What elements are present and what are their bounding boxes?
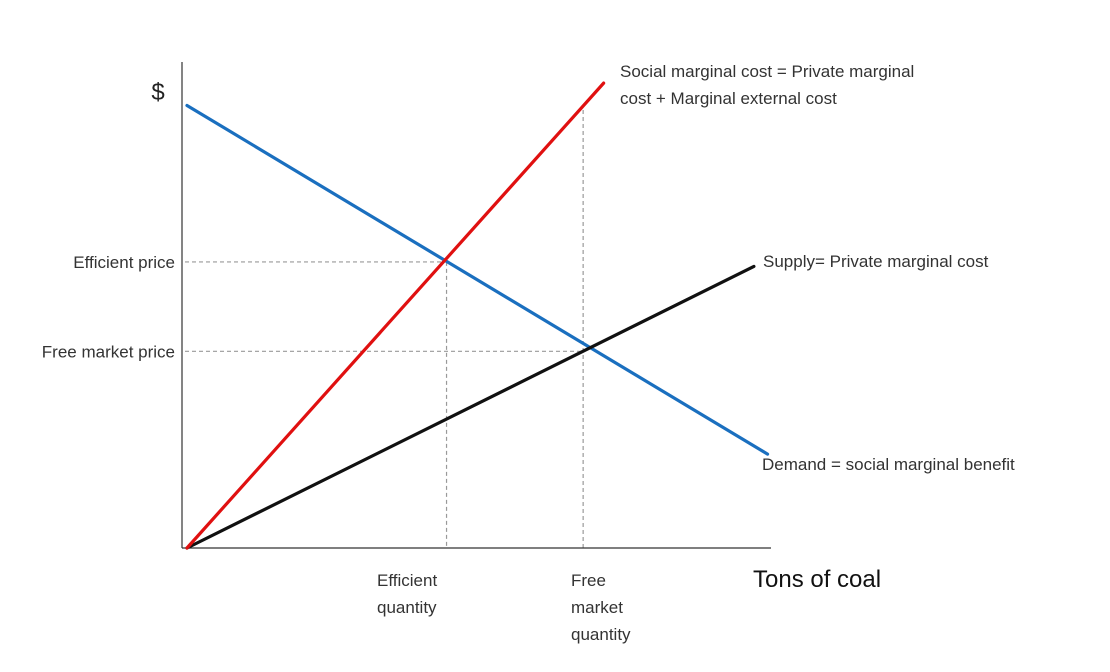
quantity-label-line: quantity [377, 598, 437, 617]
demand-label: Demand = social marginal benefit [762, 455, 1015, 474]
social-cost-label-line: cost + Marginal external cost [620, 89, 837, 108]
price-label: Free market price [42, 342, 175, 361]
series-lines [185, 81, 770, 550]
labels: $ Tons of coal Efficient price Free market … [42, 62, 1015, 644]
price-label: Efficient price [73, 253, 175, 272]
quantity-label-line: Free [571, 571, 606, 590]
supply-label: Supply= Private marginal cost [763, 252, 989, 271]
x-axis-label: Tons of coal [753, 566, 881, 593]
y-axis-label: $ [151, 79, 164, 106]
axes [181, 62, 771, 549]
social-cost-label: Social marginal cost = Private marginal c… [620, 62, 914, 108]
quantity-label: Efficient quantity [377, 571, 437, 617]
reference-lines [185, 109, 584, 548]
series-line [185, 264, 756, 550]
quantity-label-line: quantity [571, 625, 631, 644]
quantity-label-line: Efficient [377, 571, 437, 590]
quantity-label: Free market quantity [571, 571, 631, 644]
series-line [185, 81, 606, 550]
social-cost-label-line: Social marginal cost = Private marginal [620, 62, 914, 81]
quantity-label-line: market [571, 598, 623, 617]
series-line [185, 103, 770, 456]
